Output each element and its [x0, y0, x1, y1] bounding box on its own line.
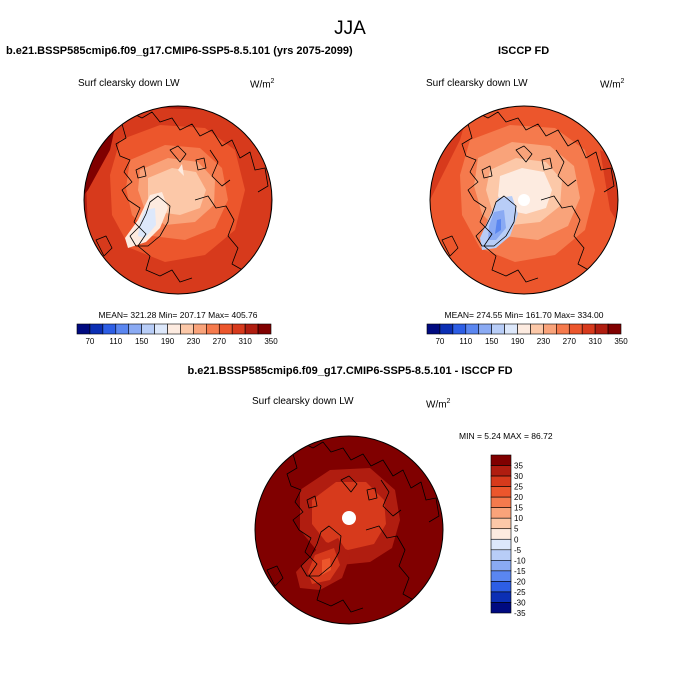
colorbar-model-swatch: [180, 323, 194, 335]
colorbar-obs-tick-label: 350: [614, 337, 628, 346]
colorbar-obs-swatch: [426, 323, 441, 335]
panel-title-model: b.e21.BSSP585cmip6.f09_g17.CMIP6-SSP5-8.…: [6, 45, 353, 57]
variable-label-obs: Surf clearsky down LW: [426, 78, 528, 89]
colorbar-obs-tick-label: 310: [588, 337, 602, 346]
colorbar-diff-tick-label: 35: [514, 462, 523, 471]
colorbar-diff-swatch: [490, 454, 512, 466]
colorbar-obs-swatch: [491, 323, 505, 335]
colorbar-diff-swatch: [490, 549, 512, 561]
colorbar-diff-swatch: [490, 538, 512, 551]
colorbar-obs-swatch: [556, 323, 570, 335]
colorbar-diff-tick-label: 25: [514, 483, 523, 492]
colorbar-model-tick-label: 270: [213, 337, 227, 346]
colorbar-diff-swatch: [490, 507, 512, 519]
colorbar-obs-swatch: [452, 323, 467, 335]
colorbar-diff-tick-label: 30: [514, 472, 523, 481]
variable-label-diff: Surf clearsky down LW: [252, 396, 354, 407]
colorbar-model-swatch: [128, 323, 142, 335]
variable-label-model: Surf clearsky down LW: [78, 78, 180, 89]
colorbar-obs-swatch: [581, 323, 596, 335]
colorbar-diff-swatch: [490, 475, 512, 487]
colorbar-diff-tick-label: 5: [514, 525, 519, 534]
colorbar-diff-tick-label: -25: [514, 588, 526, 597]
colorbar-diff-tick-label: -30: [514, 598, 526, 607]
units-label-model: W/m2: [250, 78, 275, 91]
colorbar-diff-tick-label: 20: [514, 493, 523, 502]
colorbar-obs-tick-label: 190: [511, 337, 525, 346]
colorbar-obs-swatch: [594, 323, 609, 335]
panel-title-diff: b.e21.BSSP585cmip6.f09_g17.CMIP6-SSP5-8.…: [187, 365, 513, 377]
colorbar-obs-tick-label: 230: [537, 337, 551, 346]
colorbar-diff-swatch: [490, 496, 512, 508]
stats-diff: MIN = 5.24 MAX = 86.72: [459, 431, 553, 441]
colorbar-diff-swatch: [490, 581, 512, 593]
colorbar-obs-swatch: [465, 323, 480, 335]
colorbar-model: 70 110 150 190 230 270 310 350: [76, 323, 278, 346]
polar-map-model: [83, 105, 273, 295]
colorbar-diff-tick-label: -15: [514, 567, 526, 576]
units-label-diff: W/m2: [426, 398, 451, 411]
colorbar-obs-tick-label: 150: [485, 337, 499, 346]
colorbar-model-tick-label: 230: [187, 337, 201, 346]
colorbar-diff-swatch: [490, 570, 512, 582]
polar-map-obs: [429, 105, 619, 295]
colorbar-obs-swatch: [517, 323, 531, 335]
colorbar-model-tick-label: 310: [238, 337, 252, 346]
colorbar-obs-swatch: [607, 323, 622, 335]
panel-title-obs: ISCCP FD: [498, 45, 550, 57]
stats-model: MEAN= 321.28 Min= 207.17 Max= 405.76: [98, 310, 257, 320]
colorbar-obs-swatch: [530, 323, 544, 335]
colorbar-diff-tick-label: -20: [514, 577, 526, 586]
figure-title: JJA: [334, 18, 366, 39]
colorbar-obs-swatch: [543, 323, 557, 335]
colorbar-model-tick-label: 70: [85, 337, 94, 346]
colorbar-obs-swatch: [439, 323, 454, 335]
units-label-obs: W/m2: [600, 78, 625, 91]
colorbar-model-swatch: [141, 323, 155, 335]
colorbar-obs-tick-label: 110: [459, 337, 472, 346]
colorbar-model-tick-label: 150: [135, 337, 149, 346]
colorbar-model-tick-label: 190: [161, 337, 175, 346]
colorbar-model-swatch: [193, 323, 207, 335]
colorbar-diff-tick-label: -5: [514, 546, 522, 555]
colorbar-model-swatch: [231, 323, 246, 335]
colorbar-diff-tick-label: 15: [514, 504, 523, 513]
colorbar-model-swatch: [257, 323, 272, 335]
colorbar-diff-tick-label: 0: [514, 535, 519, 544]
colorbar-model-swatch: [218, 323, 233, 335]
colorbar-model-tick-label: 350: [264, 337, 278, 346]
colorbar-diff-swatch: [490, 528, 512, 540]
colorbar-model-tick-label: 110: [109, 337, 122, 346]
colorbar-obs-tick-label: 70: [435, 337, 444, 346]
colorbar-diff-swatch: [490, 560, 512, 572]
colorbar-diff-tick-label: -35: [514, 609, 526, 618]
colorbar-model-swatch: [167, 323, 181, 335]
colorbar-model-swatch: [206, 323, 220, 335]
stats-obs: MEAN= 274.55 Min= 161.70 Max= 334.00: [444, 310, 603, 320]
colorbar-obs: 70 110 150 190 230 270 310 350: [426, 323, 628, 346]
colorbar-diff-swatch: [490, 517, 512, 530]
polar-map-diff: [254, 435, 444, 625]
colorbar-diff-swatch: [490, 486, 512, 498]
colorbar-diff-swatch: [490, 465, 512, 477]
colorbar-diff-swatch: [490, 591, 512, 603]
colorbar-model-swatch: [115, 323, 130, 335]
colorbar-model-swatch: [102, 323, 117, 335]
colorbar-diff-tick-label: -10: [514, 556, 526, 565]
colorbar-obs-swatch: [568, 323, 583, 335]
colorbar-model-swatch: [154, 323, 168, 335]
colorbar-model-swatch: [76, 323, 91, 335]
colorbar-obs-swatch: [478, 323, 492, 335]
colorbar-obs-tick-label: 270: [563, 337, 577, 346]
colorbar-diff-tick-label: 10: [514, 514, 523, 523]
colorbar-model-swatch: [89, 323, 104, 335]
colorbar-obs-swatch: [504, 323, 518, 335]
colorbar-model-swatch: [244, 323, 259, 335]
colorbar-diff-swatch: [490, 602, 512, 614]
